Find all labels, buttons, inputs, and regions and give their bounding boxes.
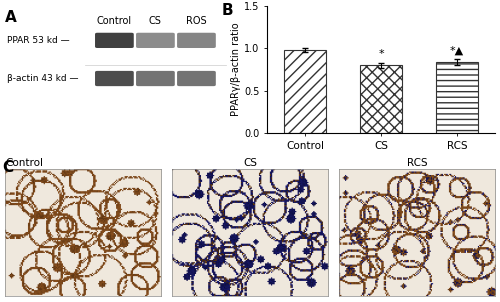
Text: *▲: *▲ — [450, 45, 464, 55]
Text: ROS: ROS — [186, 16, 207, 26]
FancyBboxPatch shape — [95, 33, 134, 48]
Title: RCS: RCS — [406, 158, 428, 168]
Text: Control: Control — [97, 16, 132, 26]
Bar — [436, 62, 478, 133]
Text: CS: CS — [149, 16, 162, 26]
FancyBboxPatch shape — [136, 33, 175, 48]
Text: B: B — [222, 4, 233, 18]
FancyBboxPatch shape — [177, 33, 216, 48]
Text: *: * — [378, 49, 384, 59]
Y-axis label: PPARγ/β-actin ratio: PPARγ/β-actin ratio — [232, 23, 241, 117]
Text: C: C — [2, 160, 14, 175]
Text: Control: Control — [5, 158, 43, 168]
FancyBboxPatch shape — [177, 71, 216, 86]
Bar — [284, 50, 326, 133]
Bar — [360, 65, 402, 133]
Text: β-actin 43 kd —: β-actin 43 kd — — [8, 74, 79, 83]
FancyBboxPatch shape — [136, 71, 175, 86]
Text: PPAR 53 kd —: PPAR 53 kd — — [8, 36, 70, 45]
FancyBboxPatch shape — [95, 71, 134, 86]
Text: A: A — [5, 10, 17, 25]
Title: CS: CS — [243, 158, 257, 168]
